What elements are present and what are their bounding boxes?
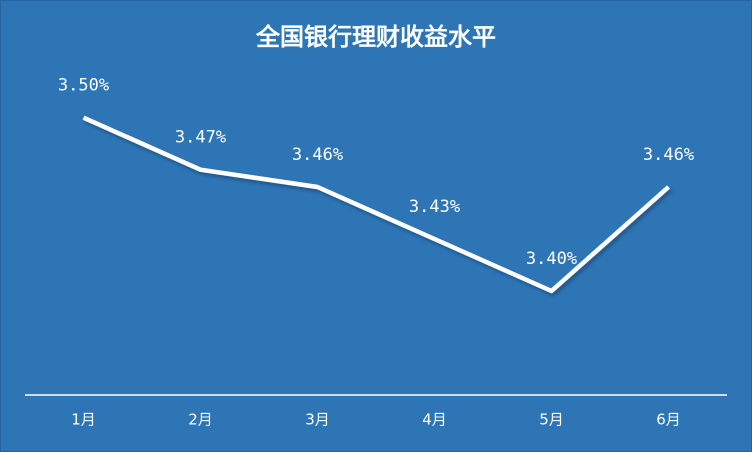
x-tick-label: 2月 — [188, 411, 213, 429]
x-tick-label: 4月 — [422, 411, 447, 429]
x-tick-label: 3月 — [305, 411, 330, 429]
data-label: 3.50% — [58, 76, 109, 96]
data-label: 3.47% — [175, 128, 226, 148]
x-tick-label: 6月 — [656, 411, 681, 429]
data-label: 3.46% — [292, 145, 343, 165]
data-label: 3.46% — [643, 145, 694, 165]
chart-title: 全国银行理财收益水平 — [255, 23, 496, 51]
x-tick-label: 5月 — [539, 411, 564, 429]
x-tick-label: 1月 — [71, 411, 96, 429]
data-label: 3.40% — [526, 249, 577, 269]
line — [82, 115, 670, 294]
data-label: 3.43% — [409, 197, 460, 217]
